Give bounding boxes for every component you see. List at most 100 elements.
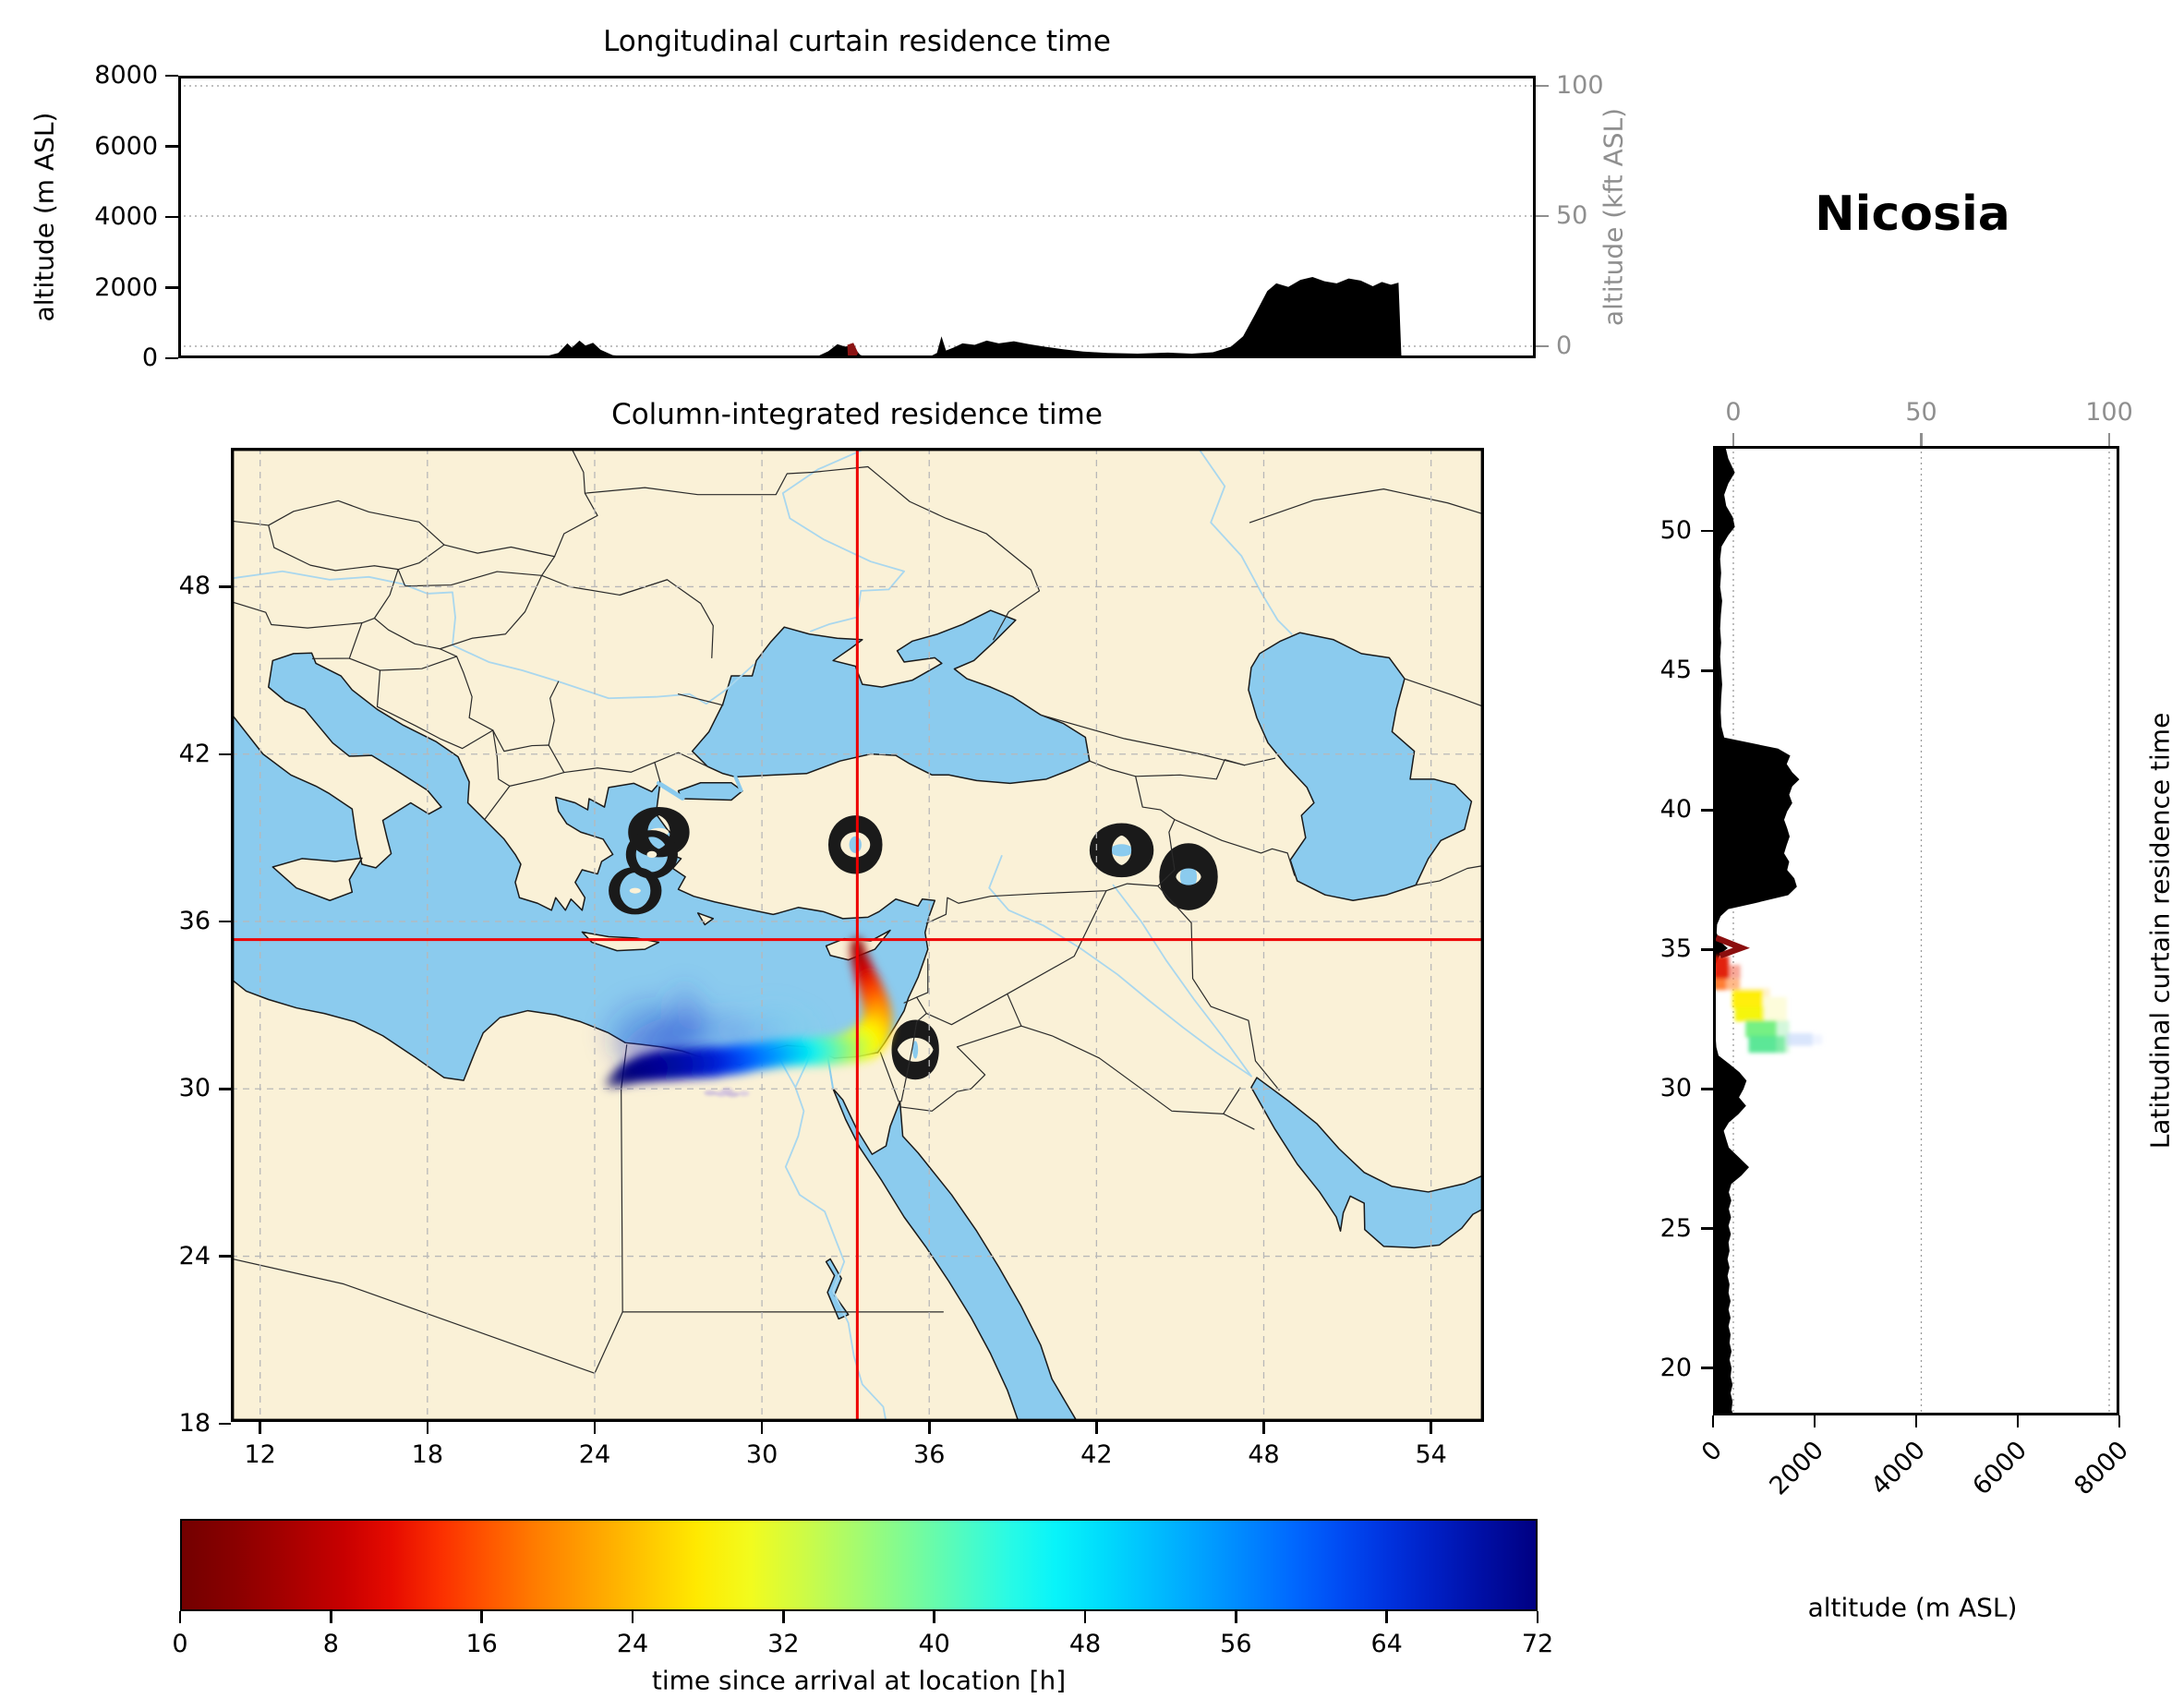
top-panel-kft-tick: [1536, 214, 1549, 218]
right-panel-ytick: [1701, 1088, 1713, 1090]
colorbar-tick-label: 40: [918, 1630, 950, 1658]
right-panel-ytick: [1701, 809, 1713, 812]
top-panel-kft-tick-label: 50: [1556, 201, 1588, 230]
colorbar-tick: [1385, 1611, 1388, 1623]
right-panel-xtick: [2118, 1415, 2121, 1427]
map-xtick-label: 24: [578, 1440, 611, 1469]
right-panel-kft-tick-label: 0: [1725, 398, 1742, 427]
plume-core-layer: [604, 937, 893, 1090]
map-ytick-label: 30: [178, 1074, 211, 1103]
colorbar-tick-label: 48: [1068, 1630, 1102, 1658]
station-title: Nicosia: [1815, 187, 2010, 242]
colorbar-tick-label: 56: [1220, 1630, 1252, 1658]
right-panel-xtick: [2016, 1415, 2020, 1427]
latitudinal-curtain-panel: [1713, 446, 2119, 1415]
top-panel-ytick-label: 4000: [94, 202, 158, 231]
map-ytick: [219, 1422, 231, 1426]
top-panel-ytick: [165, 286, 178, 289]
right-panel-ytick-label: 20: [1659, 1353, 1692, 1382]
colorbar-tick: [631, 1611, 634, 1623]
top-panel-ytick: [165, 356, 178, 360]
right-panel-kft-tick: [2107, 433, 2111, 446]
top-panel-ytick: [165, 145, 178, 148]
map-ytick: [219, 920, 231, 923]
map-xtick-label: 30: [745, 1440, 778, 1469]
right-panel-label: Latitudinal curtain residence time: [2144, 712, 2176, 1150]
right-panel-xtick: [1711, 1415, 1715, 1427]
right-panel-kft-tick-label: 100: [2085, 398, 2133, 427]
colorbar-tick: [782, 1611, 785, 1623]
map-xtick-label: 12: [244, 1440, 276, 1469]
top-panel-title: Longitudinal curtain residence time: [603, 25, 1111, 58]
map-panel: [231, 448, 1484, 1422]
right-panel-ytick: [1701, 669, 1713, 672]
map-ytick-label: 18: [178, 1408, 211, 1438]
right-panel-xtick-label: 6000: [1967, 1436, 2033, 1501]
right-panel-ytick-label: 35: [1659, 934, 1692, 964]
top-panel-ytick: [165, 215, 178, 219]
top-panel-ytick-label: 6000: [94, 131, 158, 161]
colorbar-tick: [330, 1611, 332, 1623]
map-xtick: [593, 1422, 597, 1434]
colorbar-tick: [1235, 1611, 1237, 1623]
map-xtick: [760, 1422, 764, 1434]
terrain-profile-longitudinal: [178, 277, 1536, 358]
longitudinal-curtain-panel: [178, 76, 1536, 358]
plume-speckle-layer: [704, 1087, 750, 1098]
right-panel-kft-tick-label: 50: [1905, 398, 1937, 427]
map-xtick: [1430, 1422, 1432, 1434]
right-panel-xlabel: altitude (m ASL): [1807, 1592, 2018, 1623]
right-panel-kft-tick: [1732, 433, 1735, 446]
colorbar-label: time since arrival at location [h]: [651, 1665, 1067, 1696]
map-xtick-label: 36: [913, 1440, 946, 1469]
right-panel-xtick: [1813, 1415, 1816, 1427]
map-xtick-label: 18: [411, 1440, 443, 1469]
top-panel-ytick-label: 8000: [94, 61, 158, 90]
map-xtick: [1262, 1422, 1265, 1434]
map-xtick: [928, 1422, 931, 1434]
colorbar-tick: [1083, 1611, 1087, 1623]
right-panel-ytick-label: 45: [1659, 656, 1692, 685]
right-panel-xtick-label: 2000: [1764, 1436, 1829, 1501]
top-panel-kft-tick: [1536, 344, 1549, 348]
map-ytick: [219, 1255, 231, 1258]
map-ytick-label: 48: [178, 572, 211, 601]
colorbar-tick-label: 16: [465, 1630, 498, 1658]
plume-diffuse-layer: [604, 984, 815, 1072]
receptor-crosshair: [231, 448, 1484, 1422]
coastlines-and-borders: [233, 450, 1484, 1421]
colorbar-tick-label: 0: [172, 1630, 188, 1658]
map-xtick-label: 48: [1248, 1440, 1280, 1469]
right-panel-ytick-label: 25: [1659, 1213, 1692, 1243]
colorbar-tick-label: 72: [1521, 1630, 1554, 1658]
colorbar-tick: [933, 1611, 935, 1623]
colorbar-tick-label: 8: [322, 1630, 339, 1658]
map-ytick-label: 36: [178, 906, 211, 935]
map-xtick: [426, 1422, 429, 1434]
right-panel-kft-tick: [1920, 433, 1923, 446]
right-panel-ytick-label: 40: [1659, 795, 1692, 825]
right-panel-ytick-label: 30: [1659, 1074, 1692, 1103]
right-panel-ytick: [1701, 529, 1713, 533]
colorbar-tick-label: 64: [1370, 1630, 1403, 1658]
right-panel-ytick: [1701, 1367, 1713, 1369]
right-panel-xtick-label: 0: [1695, 1436, 1728, 1468]
map-ytick-label: 42: [178, 739, 211, 768]
receptor-marker-chevron: [1715, 934, 1750, 959]
colorbar-tick: [480, 1611, 483, 1623]
map-title: Column-integrated residence time: [611, 398, 1103, 431]
colorbar-tick: [1536, 1611, 1539, 1623]
map-ytick: [219, 1088, 231, 1090]
top-panel-kft-tick-label: 100: [1556, 71, 1604, 100]
residence-marker-longitudinal: [847, 343, 859, 358]
right-panel-xtick-label: 8000: [2069, 1436, 2134, 1501]
colorbar: [180, 1519, 1538, 1611]
map-xtick: [259, 1422, 261, 1434]
right-panel-xtick-label: 4000: [1865, 1436, 1931, 1501]
map-xtick: [1095, 1422, 1098, 1434]
terrain-profile-latitudinal: [1713, 446, 1800, 1415]
map-xtick-label: 42: [1080, 1440, 1113, 1469]
map-ytick-label: 24: [178, 1241, 211, 1270]
colorbar-tick: [178, 1611, 182, 1623]
